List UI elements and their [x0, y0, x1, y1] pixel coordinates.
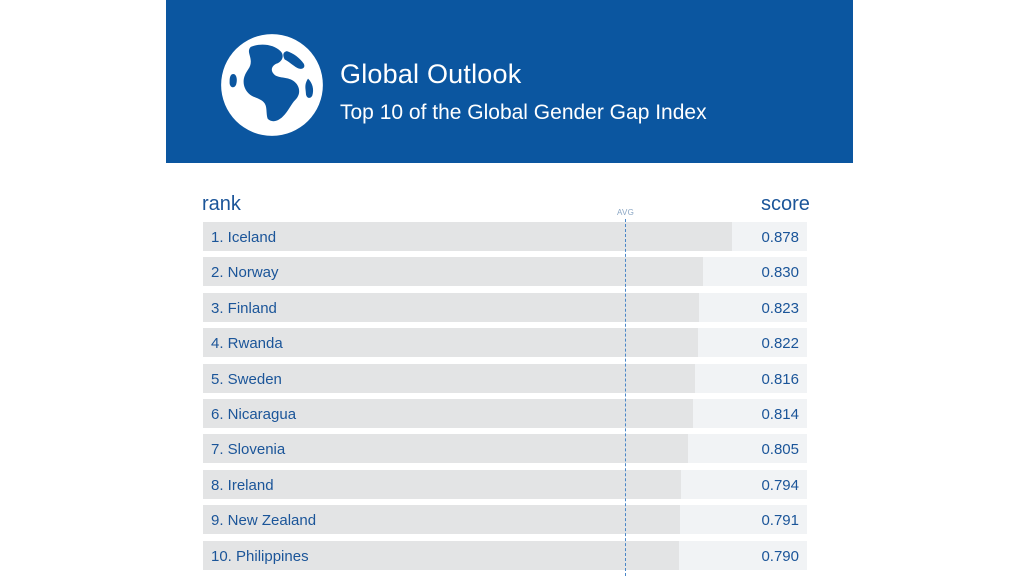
bar-row: 7. Slovenia 0.805 — [203, 434, 807, 464]
bar-row: 1. Iceland 0.878 — [203, 222, 807, 251]
bar — [203, 398, 694, 428]
category-label: 5. Sweden — [211, 370, 282, 388]
bar — [203, 540, 679, 570]
bar — [203, 434, 689, 464]
average-label: AVG — [617, 208, 635, 217]
bar — [203, 292, 699, 322]
bar-row: 2. Norway 0.830 — [203, 257, 807, 287]
category-label: 7. Slovenia — [211, 441, 286, 459]
value-label: 0.816 — [761, 370, 799, 388]
bar-row: 6. Nicaragua 0.814 — [203, 398, 807, 428]
category-label: 3. Finland — [211, 299, 277, 317]
header-banner: Global Outlook Top 10 of the Global Gend… — [166, 0, 853, 163]
category-label: 4. Rwanda — [211, 335, 283, 353]
average-line — [625, 219, 626, 576]
value-label: 0.823 — [761, 299, 799, 317]
value-label: 0.791 — [761, 512, 799, 530]
bar — [203, 363, 695, 393]
value-label: 0.805 — [761, 441, 799, 459]
score-column-header: score — [761, 193, 810, 215]
bar — [203, 469, 682, 499]
page-title: Global Outlook — [340, 59, 522, 89]
category-label: 9. New Zealand — [211, 512, 317, 530]
bar-chart: 1. Iceland 0.878 2. Norway 0.830 3. Finland 0… — [203, 222, 807, 576]
category-label: 10. Philippines — [211, 547, 309, 565]
bar — [203, 222, 732, 251]
bar-row: 4. Rwanda 0.822 — [203, 328, 807, 358]
value-label: 0.830 — [761, 264, 799, 282]
category-label: 8. Ireland — [211, 476, 274, 494]
category-label: 6. Nicaragua — [211, 405, 297, 423]
value-label: 0.822 — [761, 335, 799, 353]
bar-row: 8. Ireland 0.794 — [203, 469, 807, 499]
rank-column-header: rank — [202, 193, 241, 215]
value-label: 0.878 — [761, 229, 799, 246]
bar-row: 9. New Zealand 0.791 — [203, 505, 807, 535]
page-subtitle: Top 10 of the Global Gender Gap Index — [340, 101, 707, 124]
bar — [203, 328, 699, 358]
bar — [203, 505, 680, 535]
value-label: 0.814 — [761, 405, 799, 423]
category-label: 2. Norway — [211, 264, 279, 282]
value-label: 0.790 — [761, 547, 799, 565]
bar-row: 5. Sweden 0.816 — [203, 363, 807, 393]
value-label: 0.794 — [761, 476, 799, 494]
bar-row: 3. Finland 0.823 — [203, 292, 807, 322]
bar-row: 10. Philippines 0.790 — [203, 540, 807, 570]
globe-icon — [221, 34, 323, 136]
bar — [203, 257, 704, 287]
category-label: 1. Iceland — [211, 229, 277, 246]
